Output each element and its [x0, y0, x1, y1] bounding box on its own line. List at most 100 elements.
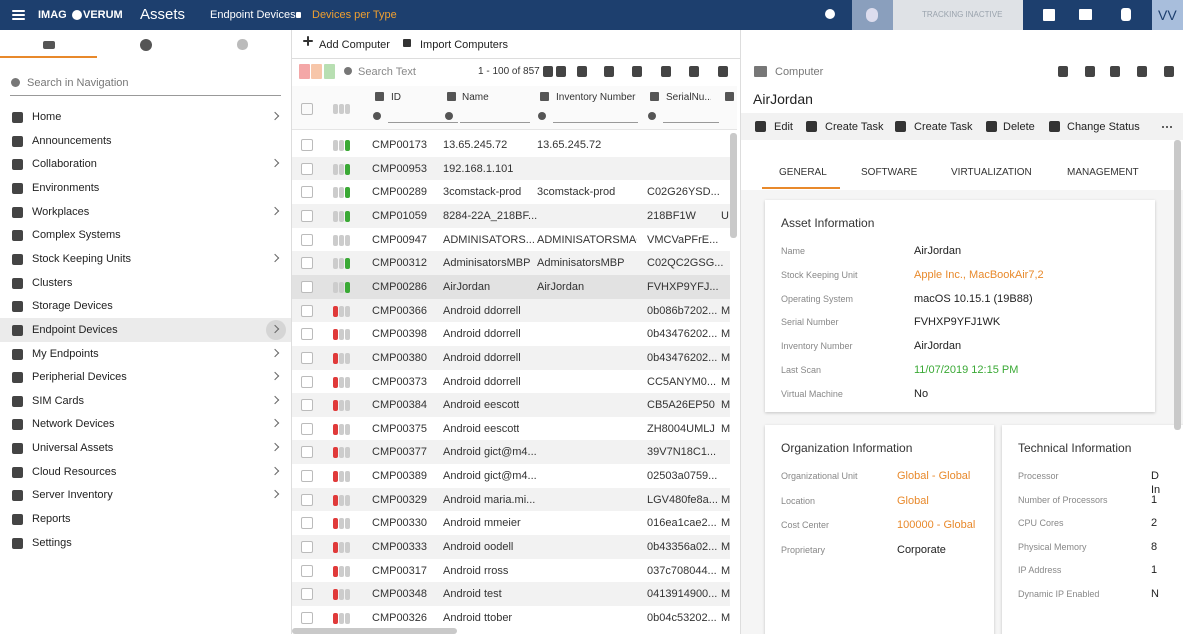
- nav-item[interactable]: Stock Keeping Units: [32, 252, 132, 265]
- table-row[interactable]: [292, 274, 730, 299]
- nav-item[interactable]: SIM Cards: [32, 394, 84, 407]
- chevron[interactable]: [270, 348, 280, 357]
- nav-item[interactable]: Settings: [32, 536, 72, 549]
- checkbox[interactable]: [301, 588, 313, 601]
- icon[interactable]: [718, 66, 728, 77]
- tab[interactable]: GENERAL: [779, 167, 827, 178]
- icon[interactable]: [12, 14, 25, 16]
- icon[interactable]: [689, 66, 699, 77]
- chevron[interactable]: [270, 490, 280, 499]
- action[interactable]: Add Computer: [319, 39, 390, 51]
- table-row[interactable]: [292, 345, 730, 370]
- nav-item[interactable]: Workplaces: [32, 205, 90, 218]
- icon[interactable]: [445, 112, 453, 120]
- icon[interactable]: [1079, 9, 1092, 20]
- chevron[interactable]: [270, 253, 280, 263]
- tab[interactable]: VIRTUALIZATION: [951, 167, 1032, 178]
- checkbox[interactable]: [301, 280, 313, 293]
- nav-item[interactable]: Endpoint Devices: [32, 323, 118, 336]
- checkbox[interactable]: [301, 328, 313, 341]
- field-value[interactable]: Global - Global: [897, 470, 971, 482]
- icon[interactable]: [825, 9, 835, 19]
- icon[interactable]: [1085, 66, 1095, 77]
- nav-item[interactable]: Environments: [32, 181, 100, 194]
- table-row[interactable]: [292, 322, 730, 347]
- nav-item[interactable]: Network Devices: [32, 418, 115, 431]
- icon[interactable]: [1043, 9, 1055, 21]
- table-row[interactable]: [292, 251, 730, 276]
- chevron[interactable]: [270, 419, 280, 428]
- checkbox[interactable]: [301, 446, 313, 459]
- table-row[interactable]: [292, 369, 730, 394]
- icon[interactable]: [632, 66, 642, 77]
- icon[interactable]: [43, 41, 55, 49]
- checkbox[interactable]: [301, 162, 313, 175]
- list-search[interactable]: Search Text: [358, 66, 416, 78]
- chevron[interactable]: [270, 206, 280, 215]
- table-row[interactable]: [292, 558, 730, 583]
- checkbox[interactable]: [301, 541, 313, 554]
- icon[interactable]: [556, 66, 566, 77]
- icon[interactable]: [543, 66, 553, 77]
- table-row[interactable]: [292, 203, 730, 228]
- chevron[interactable]: [270, 442, 280, 452]
- icon[interactable]: [1166, 126, 1168, 128]
- icon[interactable]: [140, 39, 152, 51]
- icon[interactable]: [324, 64, 335, 79]
- chevron[interactable]: [270, 111, 280, 121]
- checkbox[interactable]: [301, 257, 313, 270]
- checkbox[interactable]: [301, 186, 313, 199]
- icon[interactable]: [1162, 126, 1164, 128]
- checkbox[interactable]: [301, 612, 313, 624]
- table-row[interactable]: [292, 298, 730, 323]
- table-row[interactable]: [292, 582, 730, 607]
- checkbox[interactable]: [301, 422, 313, 435]
- chevron[interactable]: [270, 159, 280, 168]
- icon[interactable]: [373, 112, 381, 120]
- checkbox[interactable]: [301, 375, 313, 388]
- icon[interactable]: [237, 39, 248, 50]
- column-header[interactable]: Inventory Number ...: [556, 92, 636, 103]
- chevron[interactable]: [270, 395, 280, 405]
- detail-action[interactable]: Create Task: [825, 121, 884, 133]
- nav-item[interactable]: Home: [32, 111, 62, 123]
- table-row[interactable]: [292, 511, 730, 536]
- column-header[interactable]: SerialNu...: [666, 92, 711, 103]
- detail-action[interactable]: Create Task: [914, 121, 973, 133]
- icon[interactable]: [311, 64, 322, 79]
- nav-item[interactable]: Collaboration: [32, 158, 97, 171]
- nav-item[interactable]: Announcements: [32, 134, 112, 147]
- field-value[interactable]: Apple Inc., MacBookAir7,2: [914, 268, 1044, 281]
- icon[interactable]: [661, 66, 671, 77]
- table-row[interactable]: [292, 487, 730, 512]
- icon[interactable]: [1058, 66, 1068, 77]
- column-header[interactable]: ID: [391, 92, 401, 103]
- chevron[interactable]: [270, 371, 280, 381]
- nav-item[interactable]: Server Inventory: [32, 489, 113, 502]
- icon[interactable]: [12, 10, 25, 12]
- nav-item[interactable]: Storage Devices: [32, 300, 113, 313]
- icon[interactable]: [299, 64, 310, 79]
- table-row[interactable]: [292, 393, 730, 418]
- icon[interactable]: [1137, 66, 1147, 77]
- breadcrumb[interactable]: Endpoint Devices: [210, 9, 296, 21]
- field-value[interactable]: Global: [897, 494, 929, 507]
- nav-item[interactable]: My Endpoints: [32, 347, 99, 360]
- nav-item[interactable]: Reports: [32, 513, 71, 526]
- table-row[interactable]: [292, 133, 730, 157]
- icon[interactable]: [1164, 66, 1174, 77]
- checkbox[interactable]: [301, 139, 313, 151]
- user-avatar[interactable]: [1152, 0, 1183, 30]
- tab[interactable]: MANAGEMENT: [1067, 167, 1139, 178]
- icon[interactable]: [1121, 8, 1131, 21]
- action[interactable]: Import Computers: [420, 39, 509, 51]
- nav-item[interactable]: Complex Systems: [32, 229, 121, 242]
- icon[interactable]: [538, 112, 546, 120]
- detail-action[interactable]: Edit: [774, 121, 793, 133]
- nav-item[interactable]: Clusters: [32, 276, 73, 289]
- table-row[interactable]: [292, 156, 730, 181]
- table-row[interactable]: [292, 440, 730, 465]
- chevron[interactable]: [270, 466, 280, 475]
- table-row[interactable]: [292, 180, 730, 205]
- checkbox[interactable]: [301, 233, 313, 246]
